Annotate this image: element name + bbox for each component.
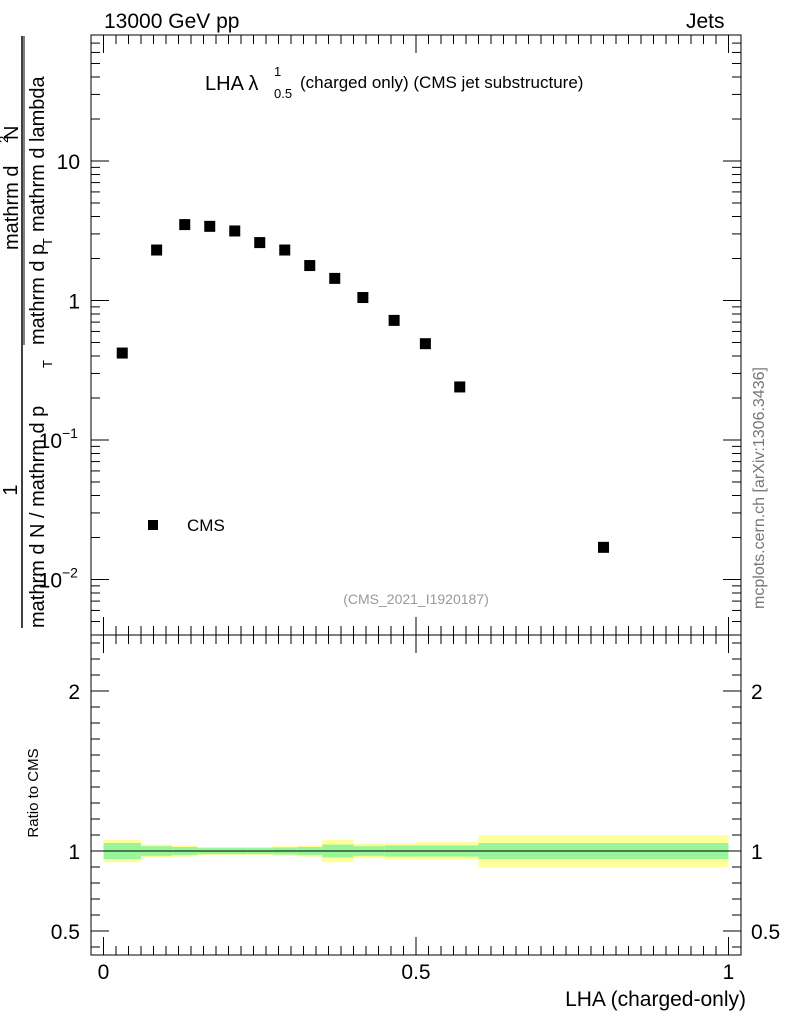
cms-data-point	[388, 314, 400, 326]
y-label-inner-numerator-main: mathrm d	[1, 166, 23, 250]
y-tick-label-exponent: −1	[62, 425, 78, 441]
y-tick-label-base: 10	[39, 430, 62, 453]
cms-data-point	[116, 347, 128, 359]
cms-data-point	[357, 292, 369, 304]
cms-data-point	[454, 381, 466, 393]
main-plot-frame	[90, 34, 742, 636]
analysis-id: (CMS_2021_I1920187)	[343, 591, 489, 607]
ratio-y-tick-label-left: 2	[68, 681, 80, 704]
y-tick-label: 1	[68, 290, 80, 313]
cms-data-point	[229, 225, 241, 237]
ratio-axis-label: Ratio to CMS	[25, 748, 42, 837]
title-suffix: (charged only) (CMS jet substructure)	[300, 73, 583, 92]
y-axis-label: 1 mathrm d N / mathrm d p T mathrm d 2 N…	[0, 36, 55, 628]
y-label-inner-numerator-sup: 2	[0, 136, 11, 143]
x-tick-label: 0.5	[401, 961, 430, 984]
category-label: Jets	[686, 10, 725, 33]
title-main: LHA λ	[205, 73, 258, 95]
cms-data-point	[598, 541, 609, 553]
ratio-ticks: 0.5 0.5 1 1 2 2	[51, 642, 780, 948]
x-tick-label: 1	[723, 961, 735, 984]
y-label-inner-denominator-tail: mathrm d lambda	[27, 76, 49, 232]
ratio-y-tick-label-right: 1	[751, 841, 763, 864]
y-label-outer-numerator: 1	[0, 484, 22, 495]
ratio-y-tick-label-right: 0.5	[751, 921, 780, 944]
cms-data-point	[151, 244, 163, 256]
x-axis-label: LHA (charged-only)	[565, 988, 746, 1011]
title-subscript: 0.5	[274, 86, 292, 101]
legend-marker	[148, 520, 158, 530]
y-tick-label-exponent: −2	[62, 564, 78, 580]
cms-data-point	[254, 237, 266, 249]
cms-data-point	[329, 272, 341, 284]
plot-title: LHA λ	[205, 73, 258, 95]
y-label-outer-denominator: mathrm d N / mathrm d p	[27, 406, 49, 628]
ratio-plot-frame	[90, 634, 742, 956]
cms-data-point	[179, 219, 191, 231]
title-superscript: 1	[274, 64, 281, 79]
x-tick-label: 0	[98, 961, 110, 984]
ratio-y-tick-label-left: 0.5	[51, 921, 80, 944]
cms-data-point	[279, 244, 291, 256]
ratio-y-tick-label-right: 2	[751, 681, 763, 704]
y-tick-label: 10	[57, 151, 80, 174]
y-label-inner-denominator-sub: T	[40, 238, 55, 246]
energy-label: 13000 GeV pp	[104, 10, 240, 33]
y-label-inner-numerator-tail: N	[1, 126, 23, 140]
y-label-inner-denominator: mathrm d p	[27, 244, 49, 345]
x-ticks: 0 0.5 1	[98, 35, 735, 984]
y-tick-label-base: 10	[39, 569, 62, 592]
y-label-outer-denominator-sub: T	[40, 360, 55, 368]
mcplots-credit: mcplots.cern.ch [arXiv:1306.3436]	[751, 367, 768, 609]
cms-data-points	[116, 219, 609, 553]
cms-data-point	[204, 220, 216, 232]
legend-label: CMS	[187, 516, 225, 535]
cms-data-point	[304, 260, 316, 272]
y-label-inner-numerator: mathrm d	[1, 166, 23, 250]
cms-data-point	[419, 338, 431, 350]
y-label-outer-denominator-main: mathrm d N / mathrm d p	[27, 406, 49, 628]
ratio-y-tick-label-left: 1	[68, 841, 80, 864]
